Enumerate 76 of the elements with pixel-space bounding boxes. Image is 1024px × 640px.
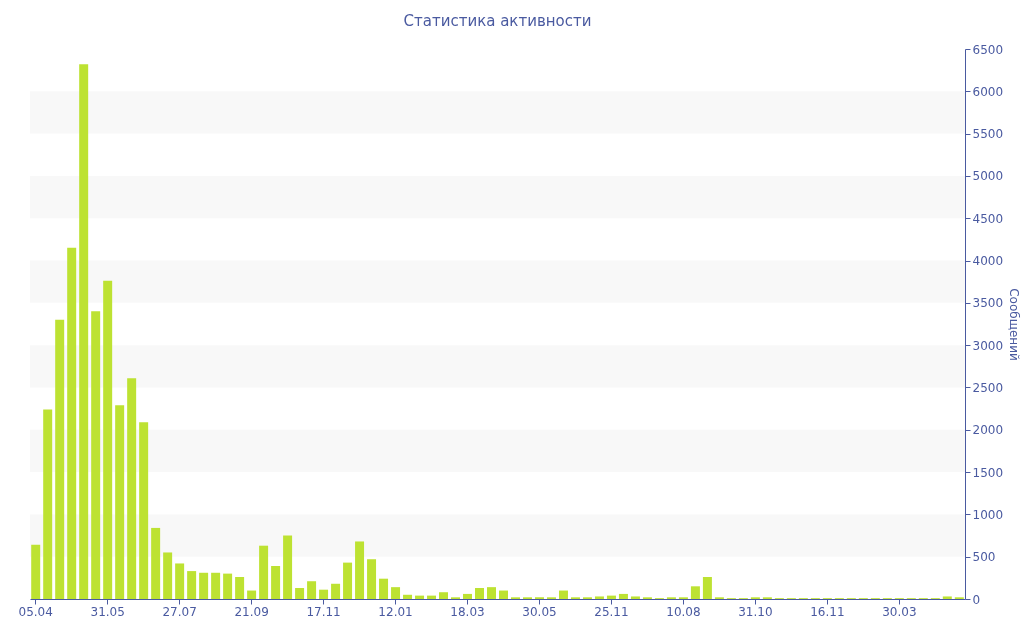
x-tick-label: 16.11 [810,604,845,619]
bar [271,566,281,599]
bar [151,527,161,599]
bar [319,589,329,599]
y2-tick-label: 3500 [972,296,1004,311]
x-tick-label: 05.04 [18,604,53,619]
bar [403,594,413,599]
y2-tick-label: 6000 [972,84,1004,99]
bar [439,592,449,599]
y2-tick-label: 0 [972,592,981,607]
bar [415,595,425,599]
y2-tick-label: 2000 [972,423,1004,438]
bar [67,247,77,599]
bar [379,578,389,599]
chart-title: Статистика активности [403,12,592,30]
bar [187,571,197,599]
bar [391,587,401,599]
x-tick-label: 12.01 [378,604,413,619]
y2-tick-label: 1000 [972,507,1004,522]
y2-tick-label: 6500 [972,42,1004,57]
y2-tick-label: 5500 [972,127,1004,142]
y2-tick-label: 3000 [972,338,1004,353]
y2-tick-label: 500 [972,550,996,565]
y2-tick-label: 4000 [972,254,1004,269]
bar [211,572,221,599]
bar [618,593,628,599]
bar [475,588,485,599]
bar [427,595,437,599]
x-tick-label: 31.05 [90,604,125,619]
bar [295,588,305,599]
bar [163,552,173,599]
bar [463,593,473,599]
x-tick-label: 21.09 [234,604,269,619]
bar [223,573,233,599]
y2-tick-label: 4500 [972,211,1004,226]
bar [103,280,113,599]
bar [259,545,269,599]
bar [343,562,353,599]
y2-tick-label: 1500 [972,465,1004,480]
bar [283,535,293,599]
bar [175,563,185,599]
bar [690,586,700,599]
bar [235,577,245,599]
bar [199,572,209,599]
bar [355,541,365,599]
bar [91,311,101,599]
x-tick-label: 27.07 [162,604,197,619]
bar [115,405,125,599]
bar [594,596,604,599]
bar [127,378,137,599]
bar [139,422,149,599]
x-tick-label: 17.11 [306,604,341,619]
x-tick-label: 30.05 [522,604,557,619]
bar [558,590,568,599]
bar [247,590,257,599]
bar [499,590,508,599]
bar [43,409,53,599]
y2-axis-title: Сообщений [1007,288,1022,361]
bar [307,581,317,599]
bar [702,577,712,599]
bar [487,587,496,599]
x-tick-label: 18.03 [450,604,485,619]
x-tick-label: 30.03 [882,604,917,619]
x-tick-label: 31.10 [738,604,773,619]
bar [79,64,89,599]
bar [331,583,341,599]
x-tick-label: 10.08 [666,604,701,619]
x-tick-label: 25.11 [594,604,629,619]
bar [630,596,640,599]
bar [606,595,616,599]
y2-tick-label: 2500 [972,380,1004,395]
bar [31,544,41,599]
bar [367,559,377,599]
bar [55,319,65,599]
bar [942,596,952,599]
y2-tick-label: 5000 [972,169,1004,184]
